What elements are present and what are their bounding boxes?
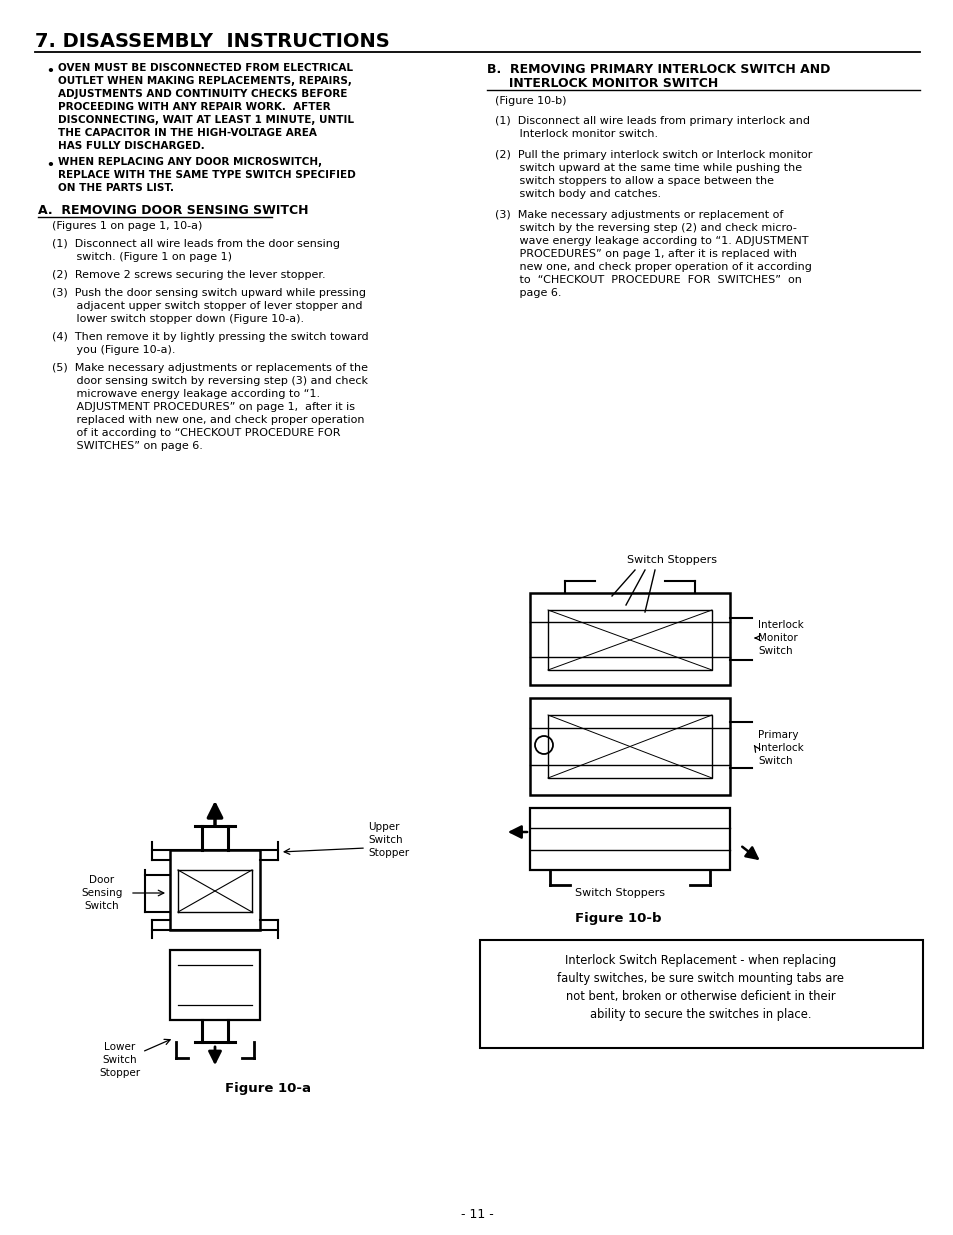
Text: (1)  Disconnect all wire leads from the door sensing: (1) Disconnect all wire leads from the d…	[52, 240, 339, 249]
Text: WHEN REPLACING ANY DOOR MICROSWITCH,: WHEN REPLACING ANY DOOR MICROSWITCH,	[58, 157, 322, 167]
Text: B.  REMOVING PRIMARY INTERLOCK SWITCH AND: B. REMOVING PRIMARY INTERLOCK SWITCH AND	[486, 63, 829, 77]
Text: ADJUSTMENTS AND CONTINUITY CHECKS BEFORE: ADJUSTMENTS AND CONTINUITY CHECKS BEFORE	[58, 89, 347, 99]
Text: switch upward at the same time while pushing the: switch upward at the same time while pus…	[495, 163, 801, 173]
Text: A.  REMOVING DOOR SENSING SWITCH: A. REMOVING DOOR SENSING SWITCH	[38, 204, 308, 217]
Text: - 11 -: - 11 -	[460, 1208, 493, 1221]
Text: (Figure 10-b): (Figure 10-b)	[495, 96, 566, 106]
Text: switch by the reversing step (2) and check micro-: switch by the reversing step (2) and che…	[495, 224, 796, 233]
Text: Switch Stoppers: Switch Stoppers	[575, 888, 664, 898]
Text: PROCEDURES” on page 1, after it is replaced with: PROCEDURES” on page 1, after it is repla…	[495, 249, 796, 259]
Text: (3)  Make necessary adjustments or replacement of: (3) Make necessary adjustments or replac…	[495, 210, 782, 220]
Text: 7. DISASSEMBLY  INSTRUCTIONS: 7. DISASSEMBLY INSTRUCTIONS	[35, 32, 390, 51]
Text: (3)  Push the door sensing switch upward while pressing: (3) Push the door sensing switch upward …	[52, 288, 366, 298]
Text: •: •	[46, 65, 53, 78]
Text: switch stoppers to allow a space between the: switch stoppers to allow a space between…	[495, 177, 773, 186]
Text: (2)  Remove 2 screws securing the lever stopper.: (2) Remove 2 screws securing the lever s…	[52, 270, 325, 280]
Text: (1)  Disconnect all wire leads from primary interlock and: (1) Disconnect all wire leads from prima…	[495, 116, 809, 126]
Text: switch. (Figure 1 on page 1): switch. (Figure 1 on page 1)	[52, 252, 232, 262]
Text: microwave energy leakage according to “1.: microwave energy leakage according to “1…	[52, 389, 320, 399]
Text: Figure 10-a: Figure 10-a	[225, 1082, 311, 1095]
Text: switch body and catches.: switch body and catches.	[495, 189, 660, 199]
Text: adjacent upper switch stopper of lever stopper and: adjacent upper switch stopper of lever s…	[52, 301, 362, 311]
Text: DISCONNECTING, WAIT AT LEAST 1 MINUTE, UNTIL: DISCONNECTING, WAIT AT LEAST 1 MINUTE, U…	[58, 115, 354, 125]
Text: page 6.: page 6.	[495, 288, 561, 298]
Text: THE CAPACITOR IN THE HIGH-VOLTAGE AREA: THE CAPACITOR IN THE HIGH-VOLTAGE AREA	[58, 128, 316, 138]
Text: OVEN MUST BE DISCONNECTED FROM ELECTRICAL: OVEN MUST BE DISCONNECTED FROM ELECTRICA…	[58, 63, 353, 73]
Text: ADJUSTMENT PROCEDURES” on page 1,  after it is: ADJUSTMENT PROCEDURES” on page 1, after …	[52, 403, 355, 412]
Text: Figure 10-b: Figure 10-b	[574, 911, 660, 925]
Text: •: •	[46, 159, 53, 172]
Text: Door
Sensing
Switch: Door Sensing Switch	[81, 874, 123, 911]
Text: new one, and check proper operation of it according: new one, and check proper operation of i…	[495, 262, 811, 272]
Text: (Figures 1 on page 1, 10-a): (Figures 1 on page 1, 10-a)	[52, 221, 202, 231]
Text: REPLACE WITH THE SAME TYPE SWITCH SPECIFIED: REPLACE WITH THE SAME TYPE SWITCH SPECIF…	[58, 170, 355, 180]
Text: SWITCHES” on page 6.: SWITCHES” on page 6.	[52, 441, 203, 451]
Text: Interlock monitor switch.: Interlock monitor switch.	[495, 128, 658, 140]
Text: ON THE PARTS LIST.: ON THE PARTS LIST.	[58, 183, 173, 193]
Text: (4)  Then remove it by lightly pressing the switch toward: (4) Then remove it by lightly pressing t…	[52, 332, 368, 342]
Text: (5)  Make necessary adjustments or replacements of the: (5) Make necessary adjustments or replac…	[52, 363, 368, 373]
Text: to  “CHECKOUT  PROCEDURE  FOR  SWITCHES”  on: to “CHECKOUT PROCEDURE FOR SWITCHES” on	[495, 275, 801, 285]
Text: wave energy leakage according to “1. ADJUSTMENT: wave energy leakage according to “1. ADJ…	[495, 236, 807, 246]
Text: PROCEEDING WITH ANY REPAIR WORK.  AFTER: PROCEEDING WITH ANY REPAIR WORK. AFTER	[58, 103, 331, 112]
Text: HAS FULLY DISCHARGED.: HAS FULLY DISCHARGED.	[58, 141, 205, 151]
Text: replaced with new one, and check proper operation: replaced with new one, and check proper …	[52, 415, 364, 425]
Text: lower switch stopper down (Figure 10-a).: lower switch stopper down (Figure 10-a).	[52, 314, 304, 324]
Text: door sensing switch by reversing step (3) and check: door sensing switch by reversing step (3…	[52, 375, 368, 387]
Text: (2)  Pull the primary interlock switch or Interlock monitor: (2) Pull the primary interlock switch or…	[495, 149, 812, 161]
Text: Interlock
Monitor
Switch: Interlock Monitor Switch	[758, 620, 803, 656]
Text: you (Figure 10-a).: you (Figure 10-a).	[52, 345, 175, 354]
Text: of it according to “CHECKOUT PROCEDURE FOR: of it according to “CHECKOUT PROCEDURE F…	[52, 429, 340, 438]
Text: Upper
Switch
Stopper: Upper Switch Stopper	[368, 821, 409, 858]
Text: INTERLOCK MONITOR SWITCH: INTERLOCK MONITOR SWITCH	[486, 77, 718, 90]
Text: Lower
Switch
Stopper: Lower Switch Stopper	[99, 1042, 140, 1078]
Text: OUTLET WHEN MAKING REPLACEMENTS, REPAIRS,: OUTLET WHEN MAKING REPLACEMENTS, REPAIRS…	[58, 77, 352, 86]
Text: Switch Stoppers: Switch Stoppers	[626, 555, 717, 564]
Text: Interlock Switch Replacement - when replacing
faulty switches, be sure switch mo: Interlock Switch Replacement - when repl…	[557, 953, 843, 1021]
Text: Primary
Interlock
Switch: Primary Interlock Switch	[758, 730, 803, 766]
